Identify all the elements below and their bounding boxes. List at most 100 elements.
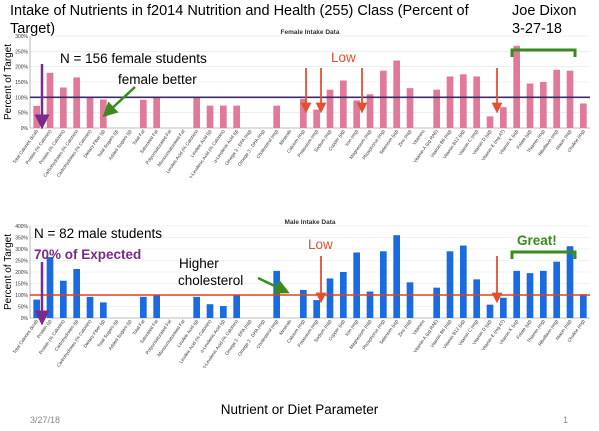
x-axis-title: Nutrient or Diet Parameter [220, 402, 379, 417]
female-bar [206, 105, 214, 128]
female-n-annotation: N = 156 female students [60, 51, 207, 66]
female-bar [233, 105, 240, 128]
male-bar [553, 261, 560, 318]
male-ytick-label: 300% [15, 247, 28, 253]
male-bar [500, 297, 507, 318]
male-bar [366, 291, 374, 318]
female-bar [300, 98, 307, 128]
female-bar [326, 89, 334, 128]
male-bar [153, 294, 160, 318]
female-bar [46, 72, 54, 128]
male-bar [380, 251, 387, 318]
female-bar [393, 60, 400, 128]
female-bar [86, 97, 94, 128]
male-bar [353, 252, 360, 318]
female-bar [446, 76, 454, 128]
female-bar [553, 69, 560, 128]
female-bar [366, 94, 374, 128]
female-bar [460, 74, 467, 128]
female-ytick-label: 100% [15, 95, 28, 101]
female-ytick-label: 150% [15, 80, 28, 86]
female-bar [500, 107, 507, 128]
female-bar [580, 103, 587, 128]
male-bar [580, 294, 587, 318]
female-ytick-label: 250% [15, 49, 28, 55]
female-bar [313, 109, 320, 128]
male-y-axis-label: Percent of Target [3, 234, 14, 310]
male-higher-annotation: Higher [179, 256, 219, 271]
female-better-annotation: female better [118, 72, 197, 87]
female-y-axis-label: Percent of Target [3, 44, 14, 120]
male-bar [433, 287, 440, 318]
female-bar [526, 83, 534, 128]
male-bar [100, 302, 107, 318]
female-chart-title: Female Intake Data [281, 29, 340, 36]
male-ytick-label: 0% [21, 316, 29, 322]
male-bar [486, 304, 494, 318]
female-bar [540, 82, 547, 128]
female-bar [406, 88, 414, 128]
female-bar [273, 105, 280, 128]
female-xtick-label: Zinc (mg) [397, 128, 412, 147]
female-bar [33, 105, 40, 128]
male-ytick-label: 100% [15, 293, 28, 299]
male-chart-title: Male Intake Data [285, 219, 336, 226]
male-ytick-label: 400% [15, 224, 28, 230]
male-bar [193, 296, 200, 318]
male-bar [73, 269, 80, 318]
male-ytick-label: 350% [15, 236, 28, 242]
female-bar [353, 100, 360, 128]
female-bar [433, 89, 440, 128]
page-number: 1 [563, 415, 569, 425]
male-bar [393, 235, 400, 318]
female-low-annotation: Low [331, 50, 356, 65]
female-ytick-label: 300% [15, 34, 28, 40]
female-bar [100, 99, 107, 128]
female-bar [193, 97, 200, 128]
male-bar [326, 278, 334, 318]
male-ytick-label: 250% [15, 259, 28, 265]
male-low-annotation: Low [308, 237, 333, 252]
female-bar [153, 97, 160, 128]
female-ytick-label: 200% [15, 65, 28, 71]
male-great-annotation: Great! [517, 233, 557, 248]
author-name: Joe Dixon [512, 3, 577, 19]
male-bar [60, 280, 67, 318]
male-bar [473, 279, 480, 318]
male-n-annotation: N = 82 male students [34, 226, 162, 241]
female-bar [513, 45, 520, 128]
female-bar [473, 76, 480, 128]
male-bar [300, 289, 307, 318]
female-bar [566, 70, 574, 128]
male-bar [140, 296, 147, 318]
female-bar [60, 87, 67, 128]
male-bar [46, 257, 54, 318]
author-block: Joe Dixon 3-27-18 [512, 2, 576, 38]
male-bar [446, 251, 454, 318]
male-bar [566, 246, 574, 318]
female-bar [220, 105, 227, 128]
male-bar [460, 245, 467, 318]
female-ytick-label: 0% [21, 126, 29, 132]
male-bar [86, 296, 94, 318]
male-ytick-label: 200% [15, 270, 28, 276]
male-bar [406, 282, 414, 318]
male-bar [206, 304, 214, 318]
male-bar [220, 306, 227, 318]
male-bar [233, 295, 240, 318]
male-xtick-label: Zinc (mg) [397, 318, 412, 337]
male-expected-annotation: 70% of Expected [34, 247, 142, 262]
female-bar [380, 70, 387, 128]
male-bar [33, 299, 40, 318]
footer-date: 3/27/18 [30, 415, 61, 425]
female-ytick-label: 50% [18, 111, 29, 117]
female-bar [140, 99, 147, 128]
male-cholesterol-annotation: cholesterol [178, 273, 244, 288]
male-ytick-label: 150% [15, 282, 28, 288]
author-date: 3-27-18 [512, 21, 562, 37]
male-ytick-label: 50% [18, 305, 29, 311]
female-bar [340, 80, 347, 128]
female-bar [73, 77, 80, 128]
female-intake-chart: Female Intake Data 0% 50% 100% 150% 200% 250% 3… [3, 29, 590, 178]
slide-title: Intake of Nutrients in f2014 Nutrition a… [10, 3, 469, 37]
